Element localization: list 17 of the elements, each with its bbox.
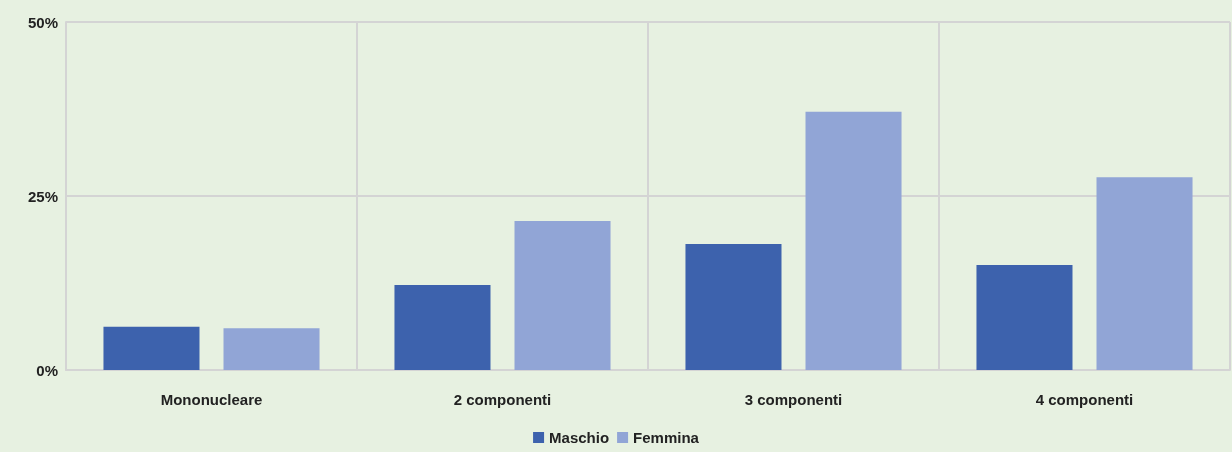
bar [514, 221, 611, 370]
legend-label: Maschio [549, 429, 610, 446]
bar [223, 328, 320, 370]
y-tick-label: 0% [36, 361, 58, 379]
bar [976, 264, 1073, 370]
x-tick-label: 3 componenti [744, 391, 843, 408]
bar [103, 326, 200, 370]
bar [685, 244, 782, 370]
y-tick-label: 50% [27, 13, 58, 31]
legend-label: Femmina [633, 429, 700, 446]
bar [394, 285, 491, 370]
x-tick-label: 2 componenti [453, 391, 552, 408]
bar [1096, 177, 1193, 370]
bar [805, 111, 902, 370]
x-tick-label: 4 componenti [1035, 391, 1134, 408]
y-tick-label: 25% [27, 187, 58, 205]
x-tick-label: Mononucleare [160, 391, 263, 408]
